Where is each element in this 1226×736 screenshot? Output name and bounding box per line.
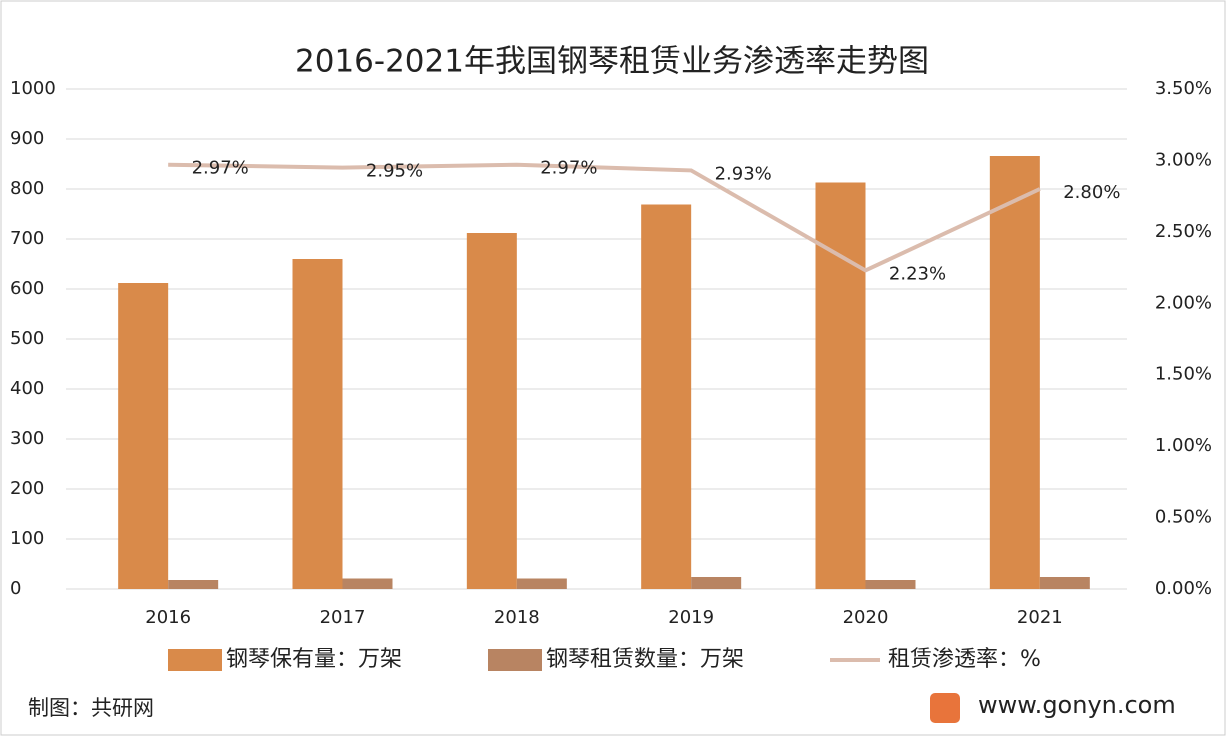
y-tick-label: 800 bbox=[10, 178, 44, 199]
y-tick-label: 600 bbox=[10, 278, 44, 299]
bar bbox=[292, 259, 343, 589]
y2-tick-label: 1.50% bbox=[1155, 364, 1212, 385]
legend-swatch bbox=[168, 649, 222, 671]
y2-tick-label: 1.00% bbox=[1155, 435, 1212, 456]
x-tick-label: 2018 bbox=[494, 607, 540, 628]
y-tick-label: 900 bbox=[10, 128, 44, 149]
bar bbox=[641, 204, 692, 589]
y-tick-label: 700 bbox=[10, 228, 44, 249]
data-label: 2.23% bbox=[889, 263, 946, 284]
legend-swatch bbox=[488, 649, 542, 671]
data-label: 2.93% bbox=[715, 163, 772, 184]
x-tick-label: 2016 bbox=[145, 607, 191, 628]
y2-tick-label: 3.00% bbox=[1155, 149, 1212, 170]
x-tick-label: 2021 bbox=[1017, 607, 1063, 628]
x-tick-label: 2017 bbox=[320, 607, 366, 628]
y-tick-label: 200 bbox=[10, 478, 44, 499]
bar bbox=[466, 233, 517, 589]
y-tick-label: 100 bbox=[10, 528, 44, 549]
bar bbox=[691, 577, 742, 589]
y-tick-label: 0 bbox=[10, 578, 21, 599]
bar bbox=[342, 578, 393, 589]
data-label: 2.97% bbox=[540, 158, 597, 179]
y-tick-label: 400 bbox=[10, 378, 44, 399]
bar bbox=[118, 283, 169, 589]
y2-tick-label: 2.00% bbox=[1155, 292, 1212, 313]
data-label: 2.97% bbox=[192, 158, 249, 179]
website: www.gonyn.com bbox=[978, 691, 1176, 719]
bar bbox=[516, 578, 567, 589]
x-tick-label: 2020 bbox=[843, 607, 889, 628]
bar bbox=[1039, 577, 1090, 589]
bar bbox=[815, 182, 866, 589]
y-tick-label: 300 bbox=[10, 428, 44, 449]
y2-tick-label: 0.00% bbox=[1155, 578, 1212, 599]
y-tick-label: 1000 bbox=[10, 78, 56, 99]
y2-tick-label: 2.50% bbox=[1155, 221, 1212, 242]
data-label: 2.95% bbox=[366, 161, 423, 182]
bar bbox=[865, 580, 916, 589]
credit: 制图：共研网 bbox=[28, 696, 154, 720]
logo bbox=[930, 693, 960, 723]
bar bbox=[168, 580, 219, 589]
chart-title: 2016-2021年我国钢琴租赁业务渗透率走势图 bbox=[295, 44, 929, 80]
legend-label: 钢琴租赁数量：万架 bbox=[546, 647, 744, 672]
legend-label: 租赁渗透率：% bbox=[888, 647, 1041, 672]
y-tick-label: 500 bbox=[10, 328, 44, 349]
y2-tick-label: 3.50% bbox=[1155, 78, 1212, 99]
data-label: 2.80% bbox=[1063, 182, 1120, 203]
x-tick-label: 2019 bbox=[668, 607, 714, 628]
bar bbox=[989, 156, 1040, 589]
line bbox=[168, 162, 1041, 273]
legend-label: 钢琴保有量：万架 bbox=[226, 647, 402, 672]
y2-tick-label: 0.50% bbox=[1155, 507, 1212, 528]
